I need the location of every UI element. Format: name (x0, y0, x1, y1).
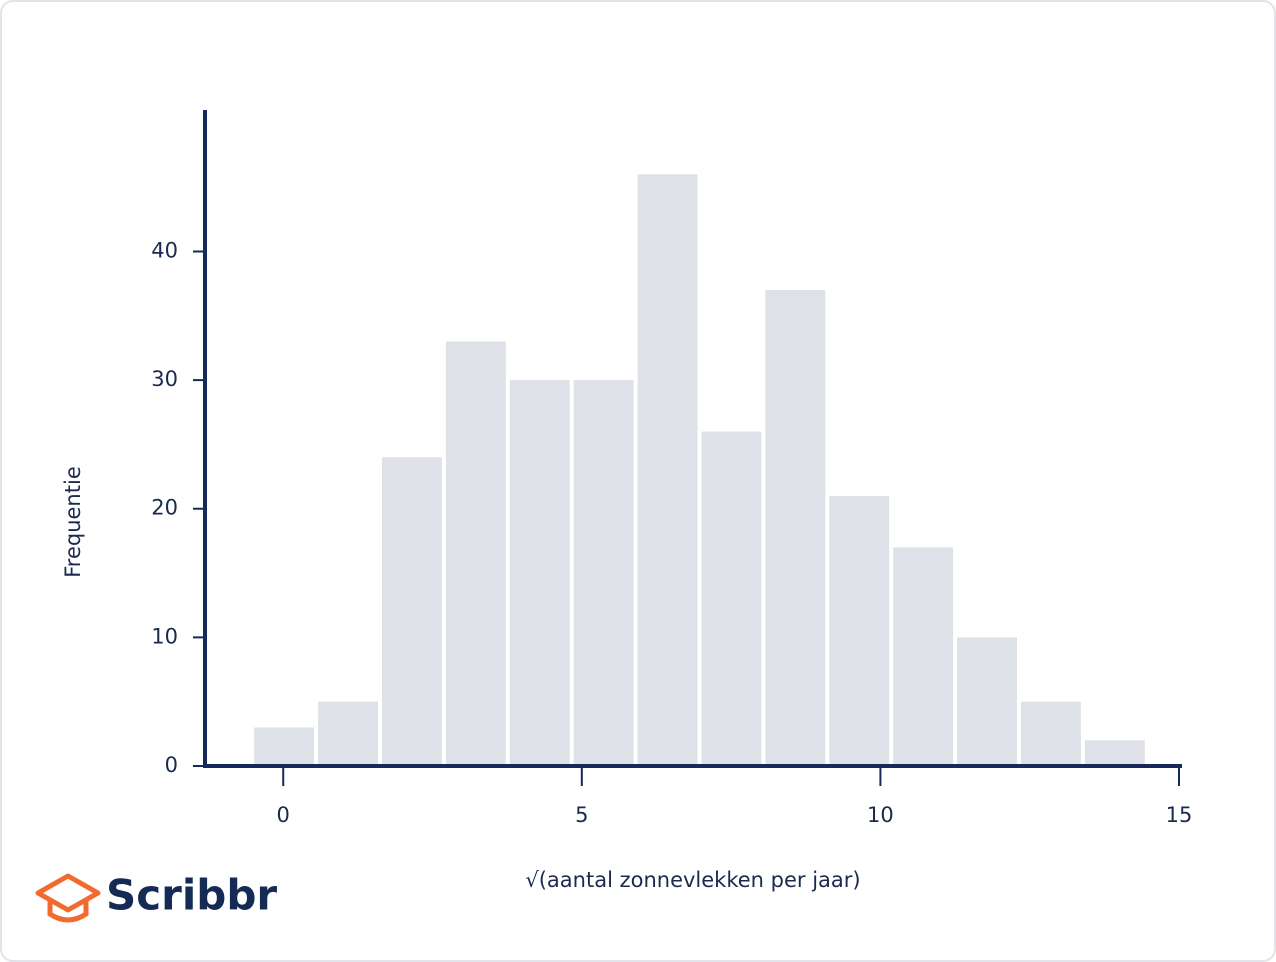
bar (509, 380, 570, 766)
x-axis-label: √(aantal zonnevlekken per jaar) (525, 868, 860, 892)
bar (637, 174, 698, 766)
bar (318, 701, 378, 766)
x-tick-label: 5 (575, 803, 588, 827)
bar (765, 290, 826, 766)
bar (254, 727, 315, 766)
y-tick-label: 20 (151, 496, 178, 520)
y-tick-label: 30 (151, 367, 178, 391)
bar (381, 457, 442, 766)
x-tick-label: 10 (867, 803, 894, 827)
x-tick-label: 0 (277, 803, 290, 827)
y-tick-label: 0 (165, 753, 178, 777)
brand: Scribbr (106, 871, 277, 920)
bar (701, 431, 762, 766)
bar (1020, 701, 1081, 766)
bar (957, 637, 1017, 766)
bar (1084, 740, 1145, 766)
logo: Scribbr (35, 871, 277, 923)
x-tick-label: 15 (1166, 803, 1193, 827)
bar (829, 495, 890, 766)
y-axis-label: Frequentie (61, 466, 85, 578)
bar (445, 341, 506, 766)
bar (893, 547, 954, 766)
y-tick-label: 10 (151, 624, 178, 648)
y-tick-label: 40 (151, 238, 178, 262)
bar (573, 380, 634, 766)
